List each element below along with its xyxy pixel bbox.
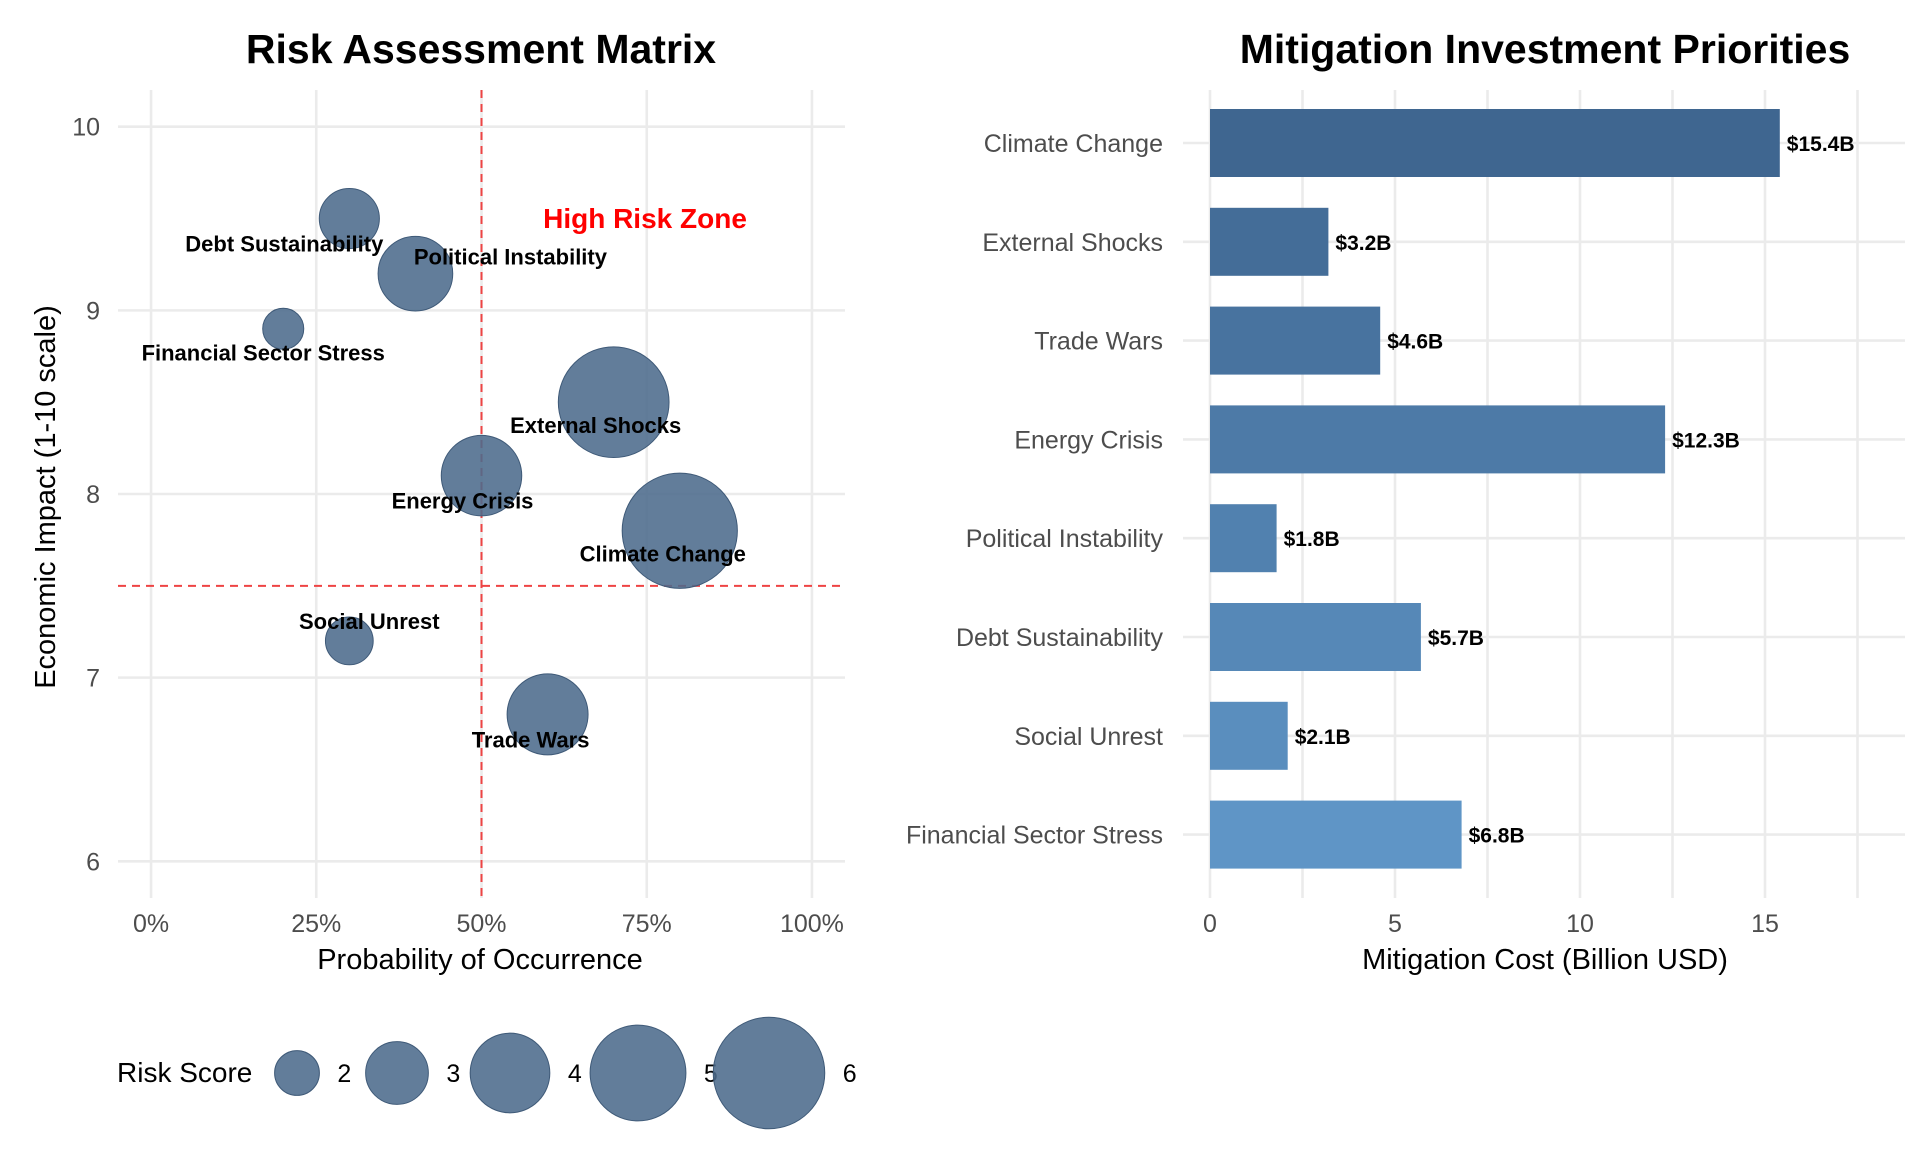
point-label-climate-change: Climate Change — [580, 542, 746, 567]
risk-matrix-x-tick-label: 0% — [133, 910, 169, 938]
legend-label-6: 6 — [843, 1060, 857, 1088]
risk-matrix-y-tick-label: 10 — [72, 114, 100, 142]
bar-value-climate-change: $15.4B — [1787, 133, 1855, 156]
mitigation-x-tick-label: 5 — [1388, 910, 1402, 938]
mitigation-bars — [1210, 109, 1780, 869]
point-label-financial-sector-stress: Financial Sector Stress — [142, 341, 385, 366]
point-label-energy-crisis: Energy Crisis — [392, 489, 534, 514]
mitigation-x-tick-label: 0 — [1203, 910, 1217, 938]
bar-debt-sustainability — [1210, 603, 1421, 671]
bubble-debt-sustainability — [318, 187, 380, 250]
legend-label-3: 3 — [446, 1060, 460, 1088]
legend-key-6 — [712, 1016, 826, 1130]
risk-matrix-x-tick-label: 75% — [622, 910, 672, 938]
risk-matrix-y-tick-label: 6 — [86, 848, 100, 876]
mitigation-value-labels: $15.4B $3.2B $4.6B $12.3B $1.8B $5.7B $2.1B $6.… — [1284, 133, 1855, 848]
risk-matrix-point-labels: Debt Sustainability Political Instability… — [142, 232, 746, 753]
bubble-trade-wars — [506, 673, 589, 756]
risk-matrix-x-tick-label: 25% — [291, 910, 341, 938]
bar-financial-sector-stress — [1210, 800, 1462, 869]
bubble-external-shocks — [557, 346, 670, 459]
mitigation-x-tick-label: 15 — [1751, 910, 1779, 938]
bubble-financial-sector-stress — [262, 307, 305, 350]
bar-political-instability — [1210, 504, 1277, 573]
bar-value-social-unrest: $2.1B — [1295, 726, 1351, 749]
legend-label-2: 2 — [337, 1060, 351, 1088]
bar-trade-wars — [1210, 306, 1381, 375]
bar-value-trade-wars: $4.6B — [1387, 331, 1443, 354]
risk-matrix-reference-lines — [118, 90, 845, 898]
point-label-trade-wars: Trade Wars — [472, 727, 590, 752]
risk-matrix-x-tick-label: 100% — [780, 910, 844, 938]
legend-key-3 — [365, 1041, 429, 1105]
category-label-social-unrest: Social Unrest — [1014, 723, 1163, 751]
legend-key-5 — [589, 1024, 687, 1122]
category-label-external-shocks: External Shocks — [982, 229, 1163, 257]
risk-matrix-x-axis-title: Probability of Occurrence — [317, 944, 643, 976]
risk-matrix-title: Risk Assessment Matrix — [246, 26, 716, 72]
point-label-external-shocks: External Shocks — [510, 413, 681, 438]
mitigation-x-tick-label: 10 — [1566, 910, 1594, 938]
bubble-political-instability — [377, 235, 454, 312]
bar-social-unrest — [1210, 701, 1288, 770]
bubble-energy-crisis — [440, 434, 523, 517]
bar-climate-change — [1210, 109, 1780, 177]
bar-value-financial-sector-stress: $6.8B — [1469, 825, 1525, 848]
risk-matrix-x-ticks: 0% 25% 50% 75% 100% — [133, 910, 844, 938]
bar-value-debt-sustainability: $5.7B — [1428, 627, 1484, 650]
risk-matrix-y-axis-title: Economic Impact (1-10 scale) — [30, 305, 62, 689]
risk-matrix-y-tick-label: 8 — [86, 481, 100, 509]
bar-value-political-instability: $1.8B — [1284, 528, 1340, 551]
legend-key-4 — [469, 1032, 551, 1114]
category-label-debt-sustainability: Debt Sustainability — [956, 624, 1164, 652]
risk-matrix-y-ticks: 6 7 8 9 10 — [72, 114, 100, 877]
category-label-financial-sector-stress: Financial Sector Stress — [906, 822, 1163, 850]
bar-value-energy-crisis: $12.3B — [1672, 429, 1740, 452]
risk-matrix-panel: Risk Assessment Matrix Debt Sustainabili… — [30, 26, 857, 1130]
category-label-political-instability: Political Instability — [966, 525, 1164, 553]
bubble-climate-change — [621, 472, 738, 589]
bar-external-shocks — [1210, 207, 1329, 276]
mitigation-title: Mitigation Investment Priorities — [1240, 26, 1851, 72]
legend-key-2 — [274, 1050, 320, 1096]
high-risk-zone-annotation: High Risk Zone — [543, 203, 747, 234]
risk-matrix-x-tick-label: 50% — [456, 910, 506, 938]
category-label-trade-wars: Trade Wars — [1034, 328, 1163, 356]
risk-matrix-bubbles — [262, 187, 738, 756]
mitigation-gridlines — [1183, 90, 1905, 898]
bubble-social-unrest — [324, 616, 374, 666]
category-label-climate-change: Climate Change — [984, 130, 1163, 158]
bar-energy-crisis — [1210, 405, 1666, 474]
risk-matrix-y-tick-label: 9 — [86, 297, 100, 325]
risk-score-legend-title: Risk Score — [117, 1057, 252, 1088]
point-label-political-instability: Political Instability — [414, 245, 608, 270]
mitigation-x-ticks: 0 5 10 15 — [1203, 910, 1779, 938]
legend-label-4: 4 — [568, 1060, 582, 1088]
category-label-energy-crisis: Energy Crisis — [1014, 426, 1163, 454]
point-label-social-unrest: Social Unrest — [299, 609, 440, 634]
mitigation-x-axis-title: Mitigation Cost (Billion USD) — [1362, 944, 1728, 976]
point-label-debt-sustainability: Debt Sustainability — [185, 232, 384, 257]
mitigation-category-labels: Climate Change External Shocks Trade Wars E… — [906, 130, 1164, 850]
mitigation-panel: Mitigation Investment Priorities $15.4B$… — [906, 26, 1905, 976]
bar-value-external-shocks: $3.2B — [1335, 232, 1391, 255]
risk-matrix-y-tick-label: 7 — [86, 665, 100, 693]
